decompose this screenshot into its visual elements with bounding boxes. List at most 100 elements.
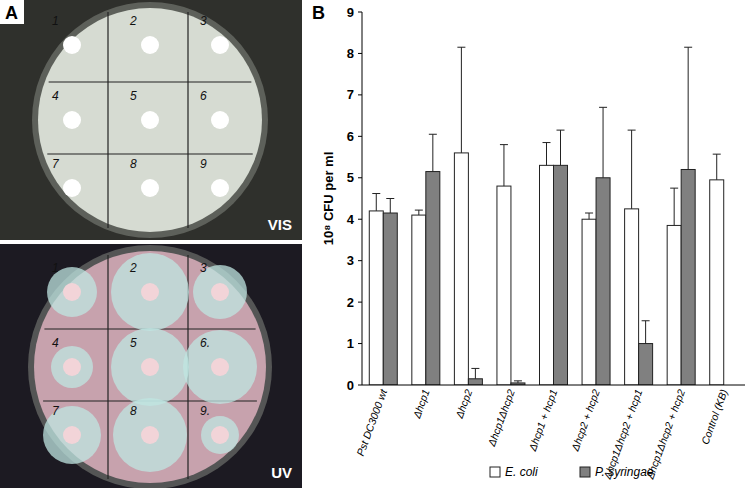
error-cap	[628, 130, 636, 131]
halo	[113, 398, 187, 472]
y-tick	[358, 260, 362, 261]
error-line	[716, 154, 717, 180]
error-bar	[457, 47, 465, 153]
legend: E. coliP. syringae	[490, 465, 654, 479]
bar	[426, 172, 440, 385]
colony-spot	[63, 283, 81, 301]
plate-line	[49, 81, 252, 82]
error-line	[432, 134, 433, 171]
plate	[38, 8, 262, 232]
error-cap	[372, 193, 380, 194]
error-cap	[543, 142, 551, 143]
error-bar	[713, 154, 721, 180]
error-line	[475, 368, 476, 378]
plate-number: 4	[52, 89, 59, 103]
error-line	[560, 130, 561, 165]
error-cap	[684, 47, 692, 48]
colony-spot	[211, 179, 229, 197]
error-cap	[386, 198, 394, 199]
plate-number: 2	[129, 14, 137, 28]
colony-spot	[63, 36, 81, 54]
halo	[183, 330, 257, 404]
panel-label: A	[5, 3, 18, 23]
error-cap	[599, 107, 607, 108]
colony-spot	[211, 36, 229, 54]
error-bar	[599, 107, 607, 177]
error-bar	[471, 368, 479, 378]
plate-number: 9	[200, 157, 207, 171]
error-line	[390, 199, 391, 214]
bar	[497, 186, 511, 385]
plate-number: 1	[52, 261, 59, 275]
error-cap	[429, 134, 437, 135]
colony-spot	[63, 358, 81, 376]
colony-spot	[63, 111, 81, 129]
y-tick-label: 4	[347, 212, 355, 227]
error-cap	[585, 213, 593, 214]
error-cap	[471, 368, 479, 369]
axis-label: 10⁸ CFU per ml	[321, 152, 336, 246]
y-axis	[362, 12, 363, 385]
y-tick-label: 2	[347, 295, 354, 310]
y-tick	[358, 53, 362, 54]
plate-number: 5	[130, 89, 137, 103]
label-box	[0, 0, 24, 24]
y-tick	[358, 136, 362, 137]
bar	[625, 209, 639, 385]
error-cap	[457, 47, 465, 48]
plate-number: 6.	[200, 336, 210, 350]
error-bar	[557, 130, 565, 165]
photo-background	[0, 244, 302, 488]
plate-rim	[32, 2, 268, 238]
plate	[34, 251, 266, 483]
y-tick	[358, 219, 362, 220]
plate-number: 3	[200, 14, 207, 28]
bar	[412, 215, 426, 385]
bar	[468, 379, 482, 385]
plate-number: 7	[52, 404, 60, 418]
bar	[454, 153, 468, 385]
legend-label: P. syringae	[595, 465, 654, 479]
error-cap	[713, 154, 721, 155]
halo	[51, 346, 93, 388]
error-bar	[628, 130, 636, 209]
y-tick	[358, 302, 362, 303]
error-bar	[500, 145, 508, 186]
error-line	[376, 194, 377, 211]
plate-line	[187, 12, 188, 228]
y-tick	[358, 343, 362, 344]
x-tick-label: Δhcp2	[452, 387, 474, 420]
colony-spot	[141, 36, 159, 54]
x-tick-label: Pst DC3000 wt	[354, 387, 390, 458]
halo	[201, 416, 239, 454]
colony-spot	[141, 358, 159, 376]
bar	[383, 213, 397, 385]
error-line	[546, 143, 547, 166]
bar	[582, 219, 596, 385]
error-bar	[585, 213, 593, 219]
x-tick-label: Δhcp1Δhcp2	[485, 387, 517, 448]
bars	[369, 47, 723, 385]
plate-number: 8	[130, 404, 137, 418]
colony-spot	[63, 179, 81, 197]
colony-spot	[211, 111, 229, 129]
error-bar	[386, 199, 394, 214]
legend-swatch	[490, 467, 500, 477]
error-line	[674, 188, 675, 225]
y-tick-label: 9	[347, 5, 354, 20]
colony-spot	[141, 111, 159, 129]
plate-number: 8	[130, 157, 137, 171]
colony-spot	[211, 358, 229, 376]
error-bar	[372, 194, 380, 211]
y-tick	[358, 385, 362, 386]
error-line	[503, 145, 504, 186]
plate-number: 6	[200, 89, 207, 103]
legend-swatch	[580, 467, 590, 477]
error-line	[688, 47, 689, 169]
error-line	[645, 321, 646, 344]
plate-rim	[28, 245, 272, 488]
plate-line	[47, 153, 252, 154]
error-cap	[500, 144, 508, 145]
y-tick-label: 3	[347, 253, 354, 268]
plate-number: 4	[52, 336, 59, 350]
